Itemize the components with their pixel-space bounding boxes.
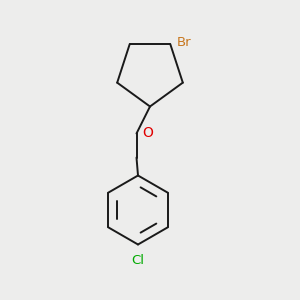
Text: O: O [142,127,153,140]
Text: Cl: Cl [131,254,145,266]
Text: Br: Br [177,36,191,49]
